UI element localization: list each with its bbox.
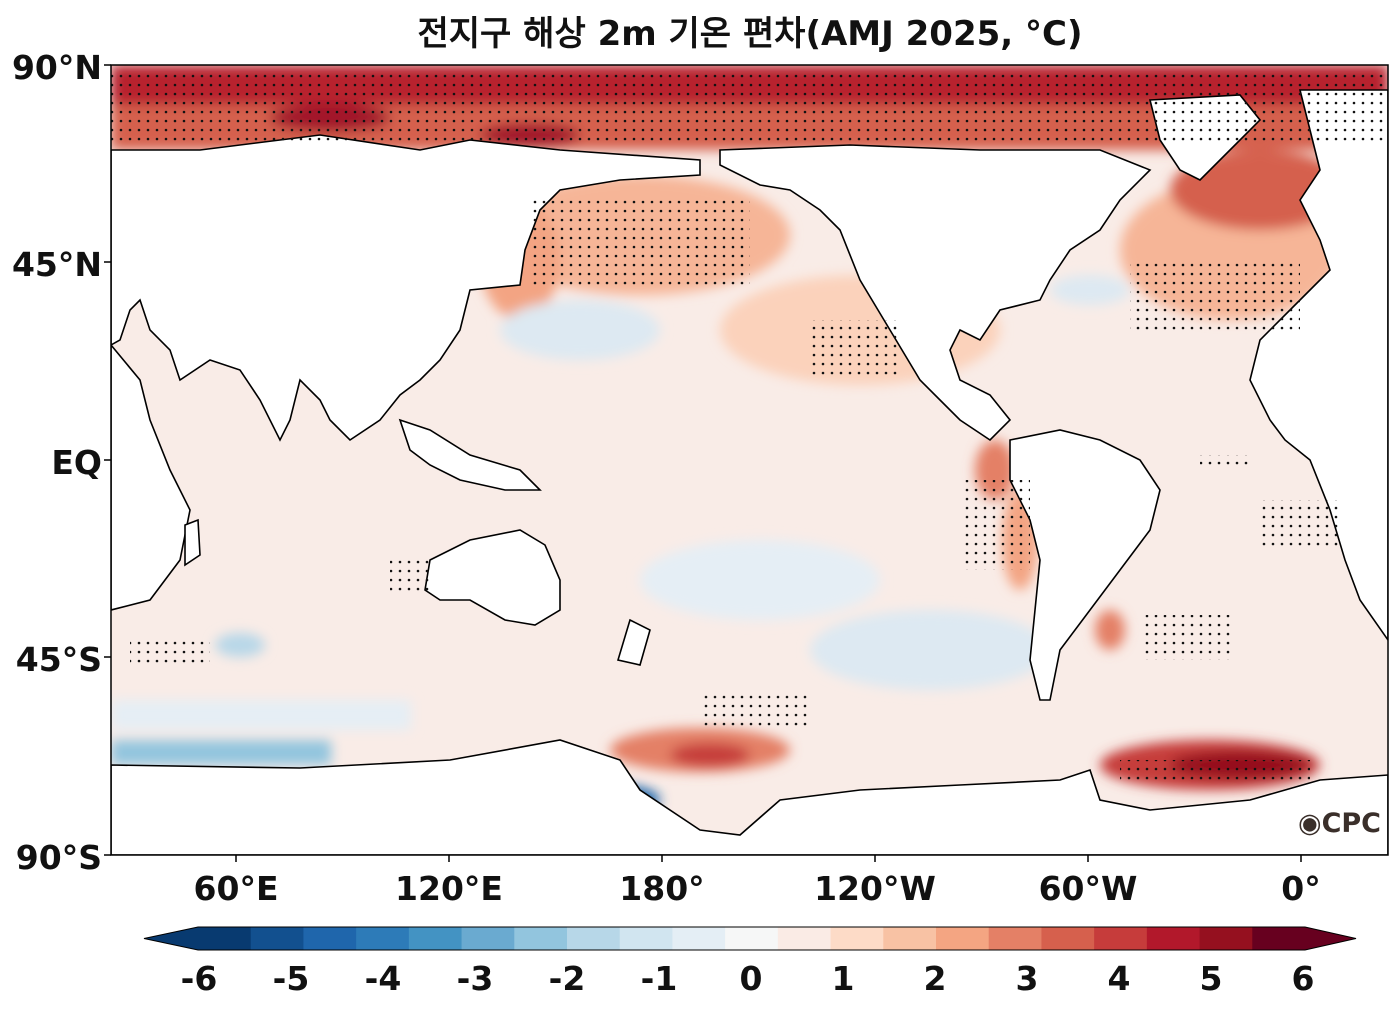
lon-label-180: 180° (619, 869, 705, 908)
colorbar-outline (143, 926, 1357, 951)
colorbar-swatch (1146, 927, 1201, 950)
colorbar-arrow-min (144, 927, 198, 950)
lat-tick-marks (104, 64, 111, 856)
map-area (111, 65, 1388, 855)
colorbar-swatch (830, 927, 884, 950)
colorbar-swatch (303, 927, 357, 950)
lat-label-90s: 90°S (15, 838, 102, 877)
colorbar-tick-label: 6 (1291, 959, 1315, 998)
colorbar-swatch (672, 927, 726, 950)
lat-label-45s: 45°S (15, 640, 102, 679)
lat-label-90n: 90°N (11, 48, 102, 87)
lat-label-eq: EQ (51, 443, 102, 482)
colorbar-tick-label: 1 (831, 959, 855, 998)
colorbar-swatch (777, 927, 832, 950)
colorbar-tick-label: 3 (1015, 959, 1039, 998)
logo-text: CPC (1321, 808, 1381, 839)
colorbar-swatch (408, 927, 463, 950)
lon-tick-marks (235, 855, 1302, 862)
colorbar-swatch (1041, 927, 1095, 950)
land-masses (111, 89, 1388, 855)
colorbar-tick-label: 0 (739, 959, 763, 998)
colorbar-tick-label: -6 (180, 959, 218, 998)
colorbar-swatch (619, 927, 673, 950)
map-title: 전지구 해상 2m 기온 편차(AMJ 2025, °C) (417, 14, 1083, 54)
colorbar-tick-label: 4 (1107, 959, 1131, 998)
lat-label-45n: 45°N (11, 245, 102, 284)
colorbar-swatch (936, 927, 990, 950)
colorbar-tick-label: -5 (272, 959, 310, 998)
colorbar-swatch (567, 927, 621, 950)
cpc-logo: ◉CPC (1298, 808, 1381, 839)
lon-label-60w: 60°W (1038, 869, 1138, 908)
colorbar-swatch (988, 927, 1042, 950)
colorbar-tick-label: -1 (640, 959, 678, 998)
lon-label-120w: 120°W (814, 869, 936, 908)
colorbar-swatch (250, 927, 304, 950)
colorbar-swatch (1252, 927, 1306, 950)
colorbar-tick-label: -3 (456, 959, 494, 998)
colorbar-tick-label: -4 (364, 959, 402, 998)
colorbar-swatch (883, 927, 937, 950)
colorbar-swatch (514, 927, 568, 950)
lon-label-120e: 120°E (395, 869, 503, 908)
colorbar-swatch (356, 927, 410, 950)
colorbar-arrow-max (1305, 927, 1356, 950)
lon-label-60e: 60°E (193, 869, 279, 908)
colorbar-swatch (1199, 927, 1253, 950)
colorbar-swatch (725, 927, 779, 950)
lon-label-0: 0° (1281, 869, 1321, 908)
colorbar-tick-label: 2 (923, 959, 947, 998)
colorbar-tick-label: 5 (1199, 959, 1223, 998)
colorbar-swatch (1094, 927, 1148, 950)
colorbar-swatch (461, 927, 515, 950)
significance-stipple (111, 70, 1388, 785)
colorbar-swatch (198, 927, 252, 950)
colorbar-tick-label: -2 (548, 959, 586, 998)
colorbar (143, 926, 1357, 951)
logo-icon: ◉ (1298, 808, 1322, 839)
